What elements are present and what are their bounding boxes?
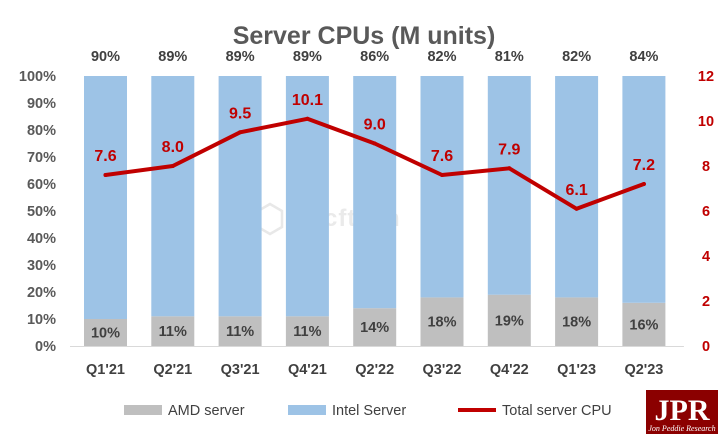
x-tick-label-8: Q2'23 [624,362,663,378]
x-tick-label-7: Q1'23 [557,362,596,378]
x-tick-label-0: Q1'21 [86,362,125,378]
bar-label-amd-server-5: 18% [427,315,456,331]
bar-label-amd-server-2: 11% [226,324,254,340]
bar-amd-server-6 [487,294,531,346]
bar-label-intel-server-0: 90% [91,49,120,65]
bar-intel-server-6 [487,76,531,295]
axes-layer: Q1'21 Q2'21 Q3'21 Q4'21 Q2'22 Q3'22 Q4'22 Q1'23… [19,69,714,378]
bar-label-amd-server-1: 11% [159,324,187,340]
bar-amd-server-1 [151,316,195,346]
y-left-tick-2: 20% [27,285,56,301]
line-point-6 [507,166,512,171]
bar-intel-server-7 [555,76,599,298]
line-data-label-8: 7.2 [633,157,655,174]
y-left-tick-1: 10% [27,312,56,328]
jpr-logo-tagline: Jon Peddie Research [648,424,715,433]
legend-label-0: AMD server [168,403,245,419]
bar-label-amd-server-7: 18% [562,315,591,331]
bar-intel-server-2 [218,76,262,317]
bar-label-intel-server-5: 82% [427,49,456,65]
bar-amd-server-2 [218,316,262,346]
line-data-label-2: 9.5 [229,105,251,122]
legend-swatch-0 [124,405,162,415]
line-data-label-0: 7.6 [94,148,116,165]
bar-intel-server-4 [353,76,397,309]
line-layer [103,116,646,211]
line-data-label-1: 8.0 [162,139,184,156]
bar-amd-server-0 [84,319,127,346]
x-tick-label-2: Q3'21 [221,362,260,378]
y-right-tick-0: 0 [702,339,710,355]
bar-label-amd-server-0: 10% [91,326,120,342]
line-point-2 [238,130,243,135]
chart-title: Server CPUs (M units) [233,22,496,50]
line-point-7 [574,206,579,211]
y-right-tick-6: 12 [698,69,714,85]
bar-amd-server-4 [353,308,397,346]
y-right-tick-1: 2 [702,294,710,310]
bar-amd-server-5 [420,297,464,346]
bars-layer [84,76,666,346]
bar-label-intel-server-6: 81% [495,49,524,65]
labels-layer: 10% 90% 11% 89% 11% 89% 11% 89% 14% 86% 18% 82% 19% 8… [91,49,659,342]
line-point-8 [641,182,646,186]
legend-label-2: Total server CPU [502,403,612,419]
line-point-1 [170,164,175,168]
line-point-5 [440,173,444,177]
bar-amd-server-8 [622,302,666,346]
line-point-3 [305,116,310,121]
jpr-logo-background [646,390,718,434]
bar-label-amd-server-8: 16% [629,317,658,333]
bar-label-intel-server-2: 89% [226,49,255,65]
jpr-logo: JPR Jon Peddie Research [646,390,718,434]
bar-amd-server-3 [285,316,329,346]
y-left-tick-6: 60% [27,177,56,193]
y-left-tick-5: 50% [27,204,56,220]
y-left-tick-3: 30% [27,258,56,274]
bar-intel-server-3 [285,76,329,317]
line-data-label-7: 6.1 [565,182,587,199]
bar-label-amd-server-3: 11% [293,324,321,340]
legend-swatch-1 [288,405,326,415]
x-tick-label-5: Q3'22 [423,362,462,378]
y-left-tick-0: 0% [35,339,56,355]
legend: AMD server Intel Server Total server CPU [124,403,612,419]
y-right-tick-2: 4 [702,249,710,265]
bar-label-intel-server-3: 89% [293,49,322,65]
y-right-tick-4: 8 [702,159,710,175]
y-right-tick-5: 10 [698,114,714,130]
bar-label-intel-server-8: 84% [629,49,658,65]
bar-label-amd-server-4: 14% [360,320,389,336]
y-left-tick-10: 100% [19,69,56,85]
line-point-0 [103,173,108,177]
x-tick-label-1: Q2'21 [153,362,192,378]
bar-intel-server-1 [151,76,195,317]
x-tick-label-3: Q4'21 [288,362,327,378]
y-left-tick-9: 90% [27,96,56,112]
line-data-label-4: 9.0 [364,117,386,134]
jpr-logo-mark: JPR [655,394,710,427]
bar-intel-server-5 [420,76,464,298]
x-tick-label-4: Q2'22 [355,362,394,378]
y-right-tick-3: 6 [702,204,710,220]
legend-label-1: Intel Server [332,403,406,419]
line-data-label-6: 7.9 [498,141,520,158]
x-tick-label-6: Q4'22 [490,362,529,378]
y-left-tick-7: 70% [27,150,56,166]
bar-label-intel-server-1: 89% [158,49,187,65]
bar-label-intel-server-4: 86% [360,49,389,65]
bar-label-intel-server-7: 82% [562,49,591,65]
line-data-label-5: 7.6 [431,148,453,165]
bar-amd-server-7 [555,297,599,346]
bar-label-amd-server-6: 19% [495,313,524,329]
y-left-tick-4: 40% [27,231,56,247]
line-data-label-3: 10.1 [292,92,323,109]
bar-intel-server-0 [84,76,127,319]
y-left-tick-8: 80% [27,123,56,139]
line-point-4 [372,141,377,146]
